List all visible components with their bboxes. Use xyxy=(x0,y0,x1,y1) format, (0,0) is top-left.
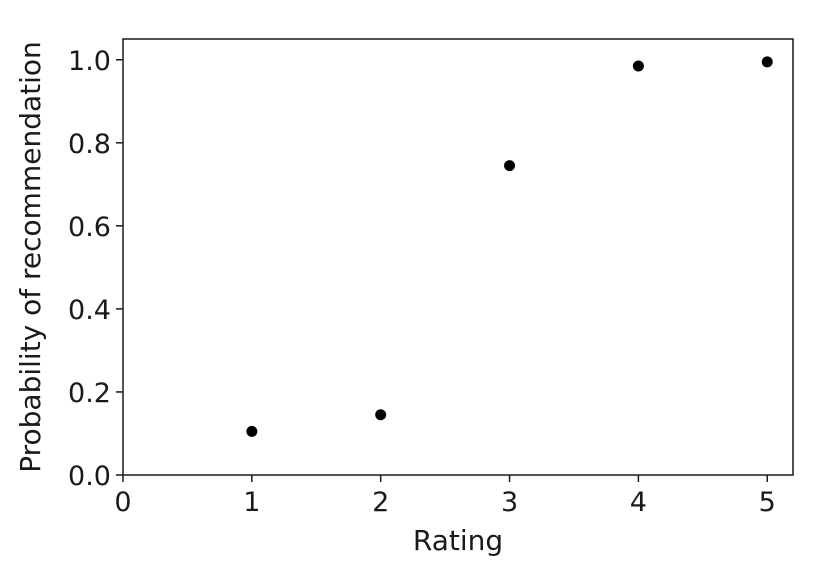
x-tick-label: 2 xyxy=(372,487,389,518)
x-axis-ticks: 0 1 2 3 4 5 xyxy=(114,475,776,518)
data-point xyxy=(246,425,258,437)
x-tick-label: 4 xyxy=(630,487,647,518)
data-point xyxy=(632,60,644,72)
y-axis-ticks: 0.0 0.2 0.4 0.6 0.8 1.0 xyxy=(68,46,123,492)
x-tick-label: 5 xyxy=(759,487,776,518)
x-tick-label: 0 xyxy=(114,487,131,518)
x-axis-label: Rating xyxy=(413,524,503,557)
y-axis-label: Probability of recommendation xyxy=(14,41,47,473)
plot-area xyxy=(122,38,794,476)
y-tick-label: 0.2 xyxy=(68,378,111,409)
data-point xyxy=(761,56,773,68)
x-tick-label: 1 xyxy=(243,487,260,518)
y-tick-label: 1.0 xyxy=(68,46,111,77)
y-tick-label: 0.0 xyxy=(68,461,111,492)
data-points xyxy=(246,56,773,437)
data-point xyxy=(375,409,387,421)
x-tick-label: 3 xyxy=(501,487,518,518)
y-tick-label: 0.8 xyxy=(68,129,111,160)
y-tick-label: 0.6 xyxy=(68,212,111,243)
y-tick-label: 0.4 xyxy=(68,295,111,326)
data-point xyxy=(504,160,516,172)
